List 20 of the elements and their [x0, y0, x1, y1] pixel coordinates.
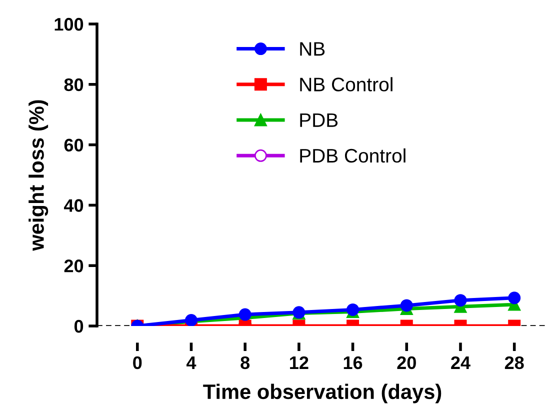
x-tick-label: 8: [240, 356, 250, 370]
legend-label: NB: [300, 42, 325, 56]
x-tick-label: 24: [451, 356, 470, 369]
y-tick-label: 0: [74, 320, 84, 333]
legend-label: PDB Control: [300, 148, 406, 163]
x-tick-label: 16: [344, 356, 362, 370]
x-tick-label: 0: [133, 356, 142, 370]
y-tick-label: 40: [64, 199, 84, 212]
y-tick-label: 100: [54, 18, 84, 31]
x-tick-label: 20: [397, 356, 416, 370]
x-tick-label: 4: [186, 356, 196, 369]
y-tick-label: 20: [64, 260, 84, 272]
legend-label: PDB: [300, 113, 338, 127]
legend-label: NB Control: [300, 77, 392, 92]
x-axis-title: Time observation (days): [203, 384, 442, 404]
x-tick-label: 12: [290, 356, 308, 369]
y-tick-label: 60: [64, 138, 84, 152]
y-axis-title: weight loss (%): [28, 100, 48, 251]
y-tick-label: 80: [64, 78, 84, 92]
x-tick-label: 28: [504, 356, 524, 370]
